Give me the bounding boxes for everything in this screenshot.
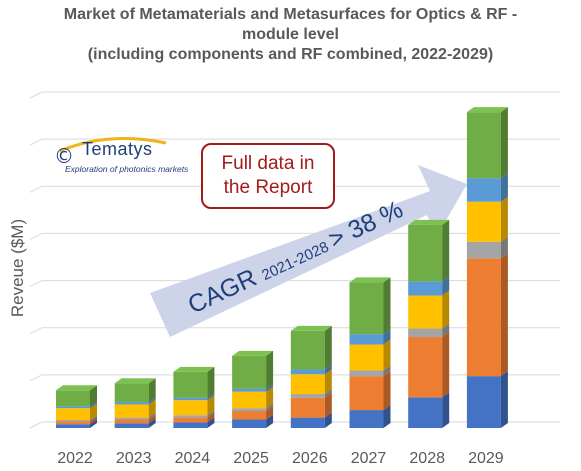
bar-segment	[232, 386, 274, 409]
bar-segment	[408, 219, 450, 282]
bar-segment	[408, 323, 450, 338]
bar-segment	[114, 397, 156, 405]
logo-name: Tematys	[82, 139, 153, 159]
bar-segment	[349, 371, 391, 411]
gridline-depth	[29, 91, 43, 99]
bar-segment	[56, 414, 97, 422]
bar-segment	[232, 403, 274, 412]
bar-segment	[408, 332, 450, 398]
chart-title-line-2: module level	[242, 26, 339, 43]
bar-segment	[232, 350, 274, 389]
full-data-callout: Full data in the Report	[201, 143, 335, 209]
bar-segment	[349, 365, 391, 377]
bar-segment	[349, 277, 391, 335]
bar-segment	[349, 339, 391, 371]
bar-segment	[349, 405, 391, 428]
bar-segment	[408, 276, 450, 296]
bar-top	[56, 385, 97, 391]
bar-top	[114, 378, 156, 384]
bar-segment	[466, 196, 508, 242]
gridline-depth	[29, 232, 43, 240]
bar-segment	[173, 412, 215, 423]
bar-segment	[114, 412, 156, 420]
bar-segment	[290, 325, 332, 370]
cagr-arrow	[150, 165, 467, 337]
x-tick-label: 2022	[57, 450, 93, 467]
bar-segment	[232, 406, 274, 420]
gridline-depth	[29, 374, 43, 382]
bar-segment	[290, 392, 332, 418]
gridline-depth	[29, 280, 43, 288]
gridline-depth	[29, 138, 43, 146]
copyright-icon: ©	[54, 144, 74, 168]
bar-segment	[290, 412, 332, 428]
bar-segment	[466, 236, 508, 259]
bar-segment	[56, 416, 97, 425]
x-tick-label: 2026	[292, 450, 328, 467]
chart-title-line-3: (including components and RF combined, 2…	[87, 46, 494, 63]
bar-segment	[290, 369, 332, 395]
bar-segment	[114, 414, 156, 424]
x-tick-label: 2027	[351, 450, 387, 467]
bar-segment	[466, 371, 508, 428]
bar-segment	[408, 392, 450, 428]
bar-segment	[173, 417, 215, 428]
bar-segment	[408, 290, 450, 329]
bar-top	[349, 277, 391, 283]
bar-segment	[114, 378, 156, 403]
x-tick-label: 2024	[175, 450, 211, 467]
bar-segment	[466, 107, 508, 179]
bar-segment	[56, 403, 97, 420]
bar-segment	[232, 414, 274, 428]
bar-segment	[349, 329, 391, 345]
chart-title-line-1: Market of Metamaterials and Metasurfaces…	[63, 6, 518, 23]
bar-top	[466, 107, 508, 113]
bar-top	[408, 219, 450, 225]
x-tick-label: 2029	[468, 450, 504, 467]
bar-segment	[173, 392, 215, 401]
gridline-depth	[29, 185, 43, 193]
bar-segment	[290, 389, 332, 398]
gridline-depth	[29, 421, 43, 429]
bar-segment	[232, 383, 274, 392]
bar-segment	[56, 419, 97, 428]
bar-segment	[114, 418, 156, 428]
logo-tagline: Exploration of photonics markets	[65, 164, 189, 174]
bar-top	[173, 366, 215, 372]
bar-segment	[173, 410, 215, 418]
bar-top	[232, 350, 274, 356]
cagr-value: > 38 %	[324, 195, 407, 254]
bar-segment	[290, 364, 332, 375]
tematys-logo: © Tematys Exploration of photonics marke…	[48, 133, 188, 181]
bar-segment	[114, 399, 156, 418]
y-axis-label: Reveue ($M)	[8, 218, 27, 318]
bar-segment	[173, 366, 215, 398]
bar-top	[290, 325, 332, 331]
x-tick-label: 2023	[116, 450, 152, 467]
bar-segment	[56, 385, 97, 407]
bar-segment	[466, 253, 508, 377]
bar-segment	[466, 173, 508, 202]
x-tick-label: 2025	[233, 450, 269, 467]
gridline-depth	[29, 327, 43, 335]
bar-segment	[56, 401, 97, 409]
x-tick-label: 2028	[409, 450, 445, 467]
bar-segment	[173, 395, 215, 416]
